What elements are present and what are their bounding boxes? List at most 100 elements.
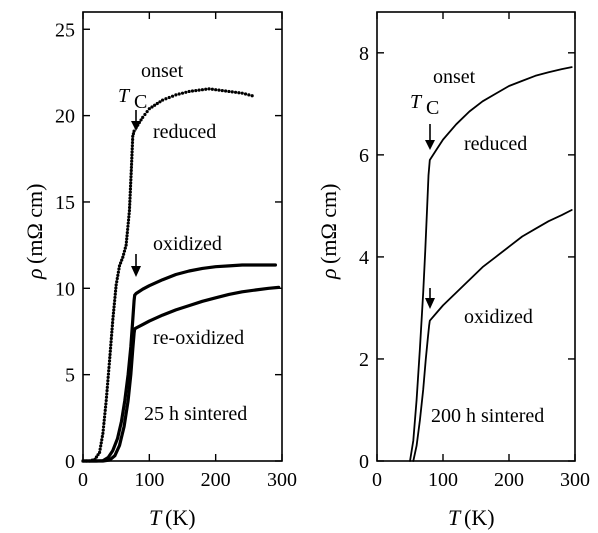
left-ticks: 0 100 200 300 0 5 10 15 20 25 <box>55 12 297 491</box>
left-y-tick-label: 5 <box>65 365 75 387</box>
left-series-reduced-point <box>107 365 111 370</box>
left-series-reduced-point <box>99 444 103 448</box>
right-onset-arrow-2 <box>425 288 435 309</box>
left-series-reduced-point <box>158 100 162 104</box>
left-series-reduced-point <box>126 224 130 228</box>
left-series-reduced-point <box>233 90 238 94</box>
left-series-reduced-point <box>109 340 113 344</box>
right-ylabel-symbol: ρ <box>316 268 341 280</box>
right-plot-frame <box>376 11 576 462</box>
left-series-reduced-point <box>117 267 121 271</box>
right-x-tick-label: 300 <box>560 469 590 491</box>
left-series-reduced-point <box>128 193 132 197</box>
left-series-reduced-point <box>103 408 107 413</box>
left-series-reduced-point <box>130 147 134 151</box>
right-y-tick-label: 4 <box>359 247 369 269</box>
left-series-reduced-point <box>180 91 185 95</box>
left-label-oxidized: oxidized <box>153 233 222 255</box>
left-series-reduced-point <box>128 184 133 188</box>
left-series-reduced-point <box>102 418 106 422</box>
left-label-reoxidized: re-oxidized <box>153 327 244 349</box>
left-series-reduced-point <box>125 234 129 238</box>
left-series-reduced-point <box>101 428 105 432</box>
right-y-tick-label: 8 <box>359 43 369 65</box>
left-series-reduced-point <box>121 255 125 259</box>
left-series-reduced-point <box>170 94 175 98</box>
left-series-reduced-point <box>240 91 244 95</box>
left-series-reduced-point <box>230 90 234 94</box>
left-series-reduced-point <box>120 258 124 262</box>
left-series-reduced-point <box>129 168 133 173</box>
left-series-reduced-point <box>106 372 111 376</box>
left-series-reduced-point <box>124 243 128 247</box>
left-series-reduced-point <box>130 156 134 160</box>
right-y-axis-label: ρ (mΩ cm) <box>316 184 341 281</box>
right-y-tick-label: 2 <box>359 349 369 371</box>
left-series-reduced-point <box>108 356 112 360</box>
left-series-reduced-point <box>114 286 118 290</box>
right-label-oxidized: oxidized <box>464 306 533 328</box>
left-series-reduced-point <box>220 88 224 93</box>
left-y-axis-label: ρ (mΩ cm) <box>22 184 47 281</box>
left-series-reduced-point <box>104 398 108 403</box>
right-series-oxidized-line <box>412 209 573 462</box>
left-ylabel-symbol: ρ <box>22 268 47 280</box>
left-tc-onset-label: T C onset <box>118 60 184 113</box>
left-series-reduced-point <box>107 359 112 363</box>
left-series-reduced-point <box>122 249 127 253</box>
left-series-reduced-point <box>197 88 201 92</box>
left-series-reduced-point <box>129 178 133 182</box>
left-series-reduced-point <box>125 237 129 241</box>
right-onset-arrow-1 <box>425 124 435 150</box>
left-series-reduced-point <box>130 144 134 148</box>
left-y-tick-label: 10 <box>55 278 75 300</box>
left-series-reduced-point <box>127 208 132 213</box>
left-series-reduced-point <box>141 115 145 119</box>
left-series-reduced-point <box>129 162 134 166</box>
left-series-reduced-point <box>117 264 122 268</box>
left-tc-superscript: onset <box>141 60 184 82</box>
left-x-tick-label: 200 <box>201 469 231 491</box>
left-series-reduced-point <box>108 349 112 353</box>
left-series-reduced-point <box>114 283 118 287</box>
left-series-reduced-point <box>110 327 114 331</box>
left-series-re-oxidized-line <box>81 285 281 463</box>
left-series-reduced-point <box>122 252 126 256</box>
left-series-reduced-point <box>111 317 115 321</box>
left-series-reduced-point <box>113 292 117 296</box>
left-xlabel-unit: (K) <box>165 505 196 530</box>
left-series-reduced-point <box>184 90 188 94</box>
left-series-reduced-point <box>107 362 111 366</box>
left-onset-arrow-1 <box>131 110 141 131</box>
left-series-reduced-point <box>97 450 102 454</box>
left-series-reduced-point <box>177 92 181 96</box>
left-series-reduced-point <box>128 187 133 191</box>
left-series-reduced-point <box>112 305 116 309</box>
right-series-reduced-line <box>409 66 573 462</box>
left-y-tick-label: 15 <box>55 192 75 214</box>
left-series-reduced-point <box>247 93 251 97</box>
left-series-reduced-point <box>130 140 135 145</box>
left-series-reduced-point <box>174 93 178 97</box>
left-onset-arrow-2 <box>131 254 141 277</box>
left-series-oxidized-line <box>81 263 277 463</box>
left-series-reduced-point <box>153 103 157 107</box>
left-series-reduced-point <box>130 153 134 157</box>
left-series-reduced-point <box>131 132 136 136</box>
left-x-tick-label: 100 <box>134 469 164 491</box>
left-series-reduced-point <box>113 295 117 300</box>
left-series-reduced-point <box>237 91 241 95</box>
left-series-reduced-point <box>250 94 254 98</box>
right-label-reduced: reduced <box>464 133 527 155</box>
left-series-reduced-point <box>96 453 100 457</box>
left-series-reduced-point <box>108 352 112 357</box>
left-series-reduced-point <box>224 89 228 93</box>
left-series-reduced-point <box>129 181 133 185</box>
left-x-axis-label: T (K) <box>149 505 196 530</box>
left-series-reduced-point <box>127 215 131 219</box>
left-series-reduced-point <box>105 389 109 393</box>
right-series-group <box>409 66 573 462</box>
left-series-reduced-point <box>100 438 104 442</box>
right-x-tick-label: 100 <box>428 469 458 491</box>
left-series-reduced-point <box>110 330 114 334</box>
